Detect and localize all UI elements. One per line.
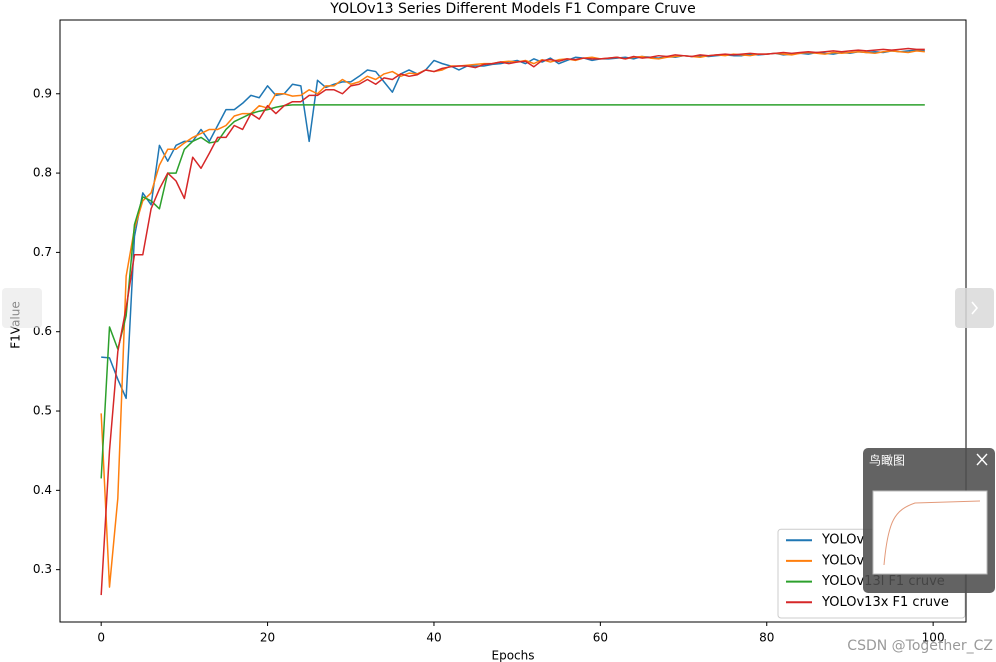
series-line	[100, 50, 925, 588]
watermark: CSDN @Together_CZ	[847, 638, 993, 654]
series-line	[101, 49, 925, 400]
y-tick-label: 0.3	[33, 562, 52, 576]
y-tick-label: 0.8	[33, 166, 52, 180]
x-tick-label: 80	[759, 631, 774, 645]
series-line	[100, 47, 925, 596]
series-line	[100, 104, 925, 479]
legend-label: YOLOv	[821, 533, 864, 548]
x-tick-label: 60	[593, 631, 608, 645]
overview-close[interactable]	[976, 453, 988, 466]
legend-label: YOLOv13x F1 cruve	[821, 595, 949, 610]
overview-preview	[883, 500, 981, 566]
y-tick-label: 0.5	[33, 404, 52, 418]
x-tick-label: 100	[922, 631, 945, 645]
y-tick-label: 0.9	[33, 86, 52, 100]
x-tick-label: 20	[260, 631, 275, 645]
x-tick-label: 40	[426, 631, 441, 645]
y-tick-label: 0.7	[33, 245, 52, 259]
x-tick-label: 0	[97, 631, 105, 645]
x-axis-label: Epochs	[492, 649, 535, 662]
overview-viewport	[872, 490, 988, 575]
next-arrow	[971, 301, 979, 315]
overview-title: 鸟瞰图	[869, 453, 905, 468]
close-icon	[976, 453, 988, 466]
overview-thumbnail[interactable]	[873, 491, 987, 574]
chart-title: YOLOv13 Series Different Models F1 Compa…	[329, 1, 695, 17]
prev-button[interactable]	[2, 288, 42, 328]
legend-label: YOLOv	[821, 553, 864, 568]
y-tick-label: 0.4	[33, 483, 52, 497]
next-button[interactable]	[955, 288, 994, 328]
overview-panel: 鸟瞰图	[863, 448, 995, 593]
